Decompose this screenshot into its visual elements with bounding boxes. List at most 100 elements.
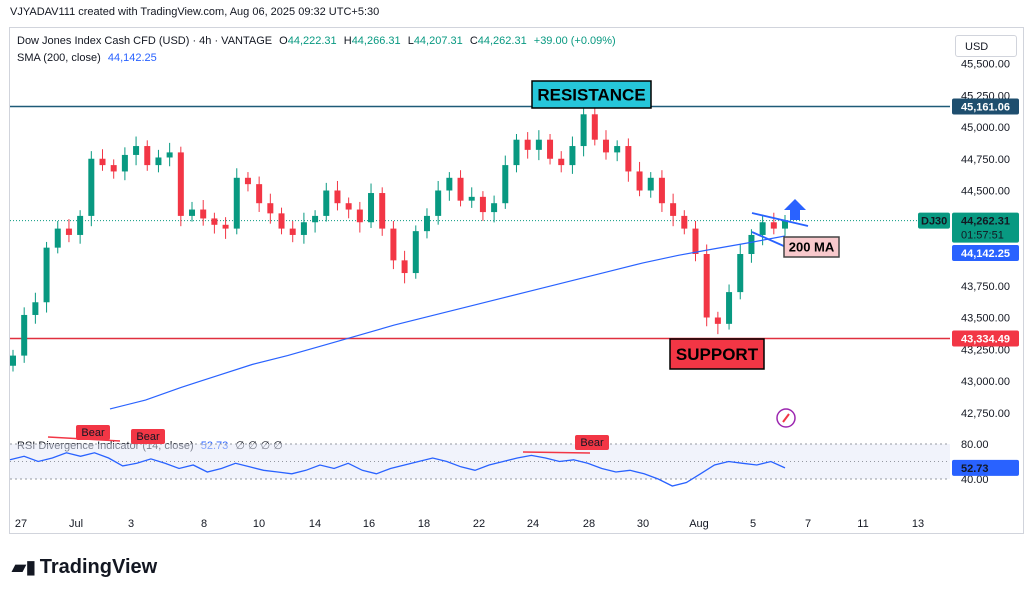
candle-body [121, 154, 128, 172]
candle-body [334, 190, 341, 204]
candle-body [759, 222, 766, 235]
support-annotation-box [669, 338, 765, 370]
candle-body [412, 231, 419, 274]
candle-body [479, 196, 486, 213]
last-price-tag-bg [952, 212, 1019, 243]
candle-body [614, 146, 621, 153]
candle-body [602, 139, 609, 153]
tv-logo-icon: ▰▮ [12, 557, 36, 577]
bear-label: Bear [81, 427, 105, 439]
x-tick-label: 16 [363, 518, 375, 530]
credit-line: VJYADAV111 created with TradingView.com,… [10, 6, 380, 18]
candle-body [782, 220, 788, 229]
candle-body [379, 193, 386, 229]
chart-frame [9, 27, 1024, 534]
x-tick-label: 18 [418, 518, 430, 530]
candle-body [502, 165, 509, 204]
candle-body [770, 222, 777, 229]
candle-body [166, 152, 173, 158]
candle-body [32, 302, 39, 315]
candle-body [457, 177, 464, 201]
candle-body [300, 222, 307, 235]
candle-body [211, 218, 218, 225]
resistance-annotation-box [531, 80, 652, 109]
candle-body [312, 215, 319, 223]
ma-annotation-box [783, 236, 840, 258]
alert-icon-mark [782, 413, 790, 423]
rsi-line [9, 452, 786, 487]
candle-body [43, 247, 50, 303]
resistance-price-tag-bg [952, 98, 1019, 115]
candle-body [524, 139, 531, 150]
candle-body [244, 177, 251, 185]
candle-body [513, 139, 520, 166]
support-price-tag-bg [952, 330, 1019, 347]
flag-lower-line [751, 231, 787, 248]
candle-body [692, 228, 699, 254]
y-tick-label: 44,500.00 [961, 186, 1010, 198]
ma-annotation-label: 200 MA [789, 240, 835, 255]
candle-body [714, 317, 721, 324]
candle-body [435, 190, 442, 216]
high-label: H [343, 35, 352, 47]
candle-body [647, 177, 654, 191]
x-tick-label: 13 [912, 518, 924, 530]
candle-body [345, 203, 352, 210]
candle-body [658, 177, 665, 204]
candle-body [591, 114, 598, 140]
countdown-tag: 01:57:51 [961, 230, 1004, 242]
candle-body [65, 228, 72, 235]
x-tick-label: 10 [253, 518, 265, 530]
candle-body [356, 209, 363, 223]
candle-body [670, 203, 677, 216]
candle-body [88, 158, 95, 216]
candle-body [558, 158, 565, 166]
logo-text: TradingView [39, 556, 158, 578]
support-annotation-label: SUPPORT [676, 345, 759, 364]
x-tick-label: 11 [857, 518, 868, 530]
candle-body [54, 228, 61, 248]
candle-body [569, 146, 576, 166]
x-tick-label: 22 [473, 518, 485, 530]
sma200-line [109, 235, 786, 410]
candle-body [423, 215, 430, 232]
candle-body [21, 314, 28, 356]
y-tick-label: 42,750.00 [961, 408, 1010, 420]
candle-body [636, 171, 643, 191]
sma-price-tag-bg [952, 245, 1019, 261]
candle-body [703, 254, 710, 318]
bear-label: Bear [580, 437, 604, 449]
flag-upper-line [751, 212, 809, 227]
legend-line-main[interactable]: Dow Jones Index Cash CFD (USD) · 4h · VA… [17, 35, 616, 47]
candle-body [491, 203, 498, 213]
candle-body [233, 177, 240, 229]
bear-label-bg [131, 429, 165, 444]
currency-selector[interactable]: USD [955, 35, 1017, 57]
y-tick-label: 44,750.00 [961, 154, 1010, 166]
low-value: 44,207.31 [413, 35, 463, 47]
legend-line-sma[interactable]: SMA (200, close) 44,142.25 [17, 52, 157, 64]
candle-body [446, 177, 453, 191]
breakout-arrow-icon [784, 199, 806, 220]
candle-body [10, 355, 16, 366]
candle-body [368, 193, 375, 223]
sma-value: 44,142.25 [107, 52, 157, 64]
rsi-value-tag: 52.73 [961, 463, 989, 475]
candle-body [580, 114, 587, 147]
candle-body [99, 158, 106, 166]
resistance-price-tag: 45,161.06 [961, 102, 1010, 114]
symbol-tag: DJ30 [921, 216, 947, 228]
instrument-label: Dow Jones Index Cash CFD (USD) · 4h · VA… [17, 35, 273, 47]
candle-body [200, 209, 207, 219]
support-price-tag: 43,334.49 [961, 334, 1010, 346]
candle-body [748, 234, 755, 254]
rsi-band [10, 444, 950, 479]
close-label: C [469, 35, 478, 47]
high-value: 44,266.31 [351, 35, 401, 47]
open-value: 44,222.31 [287, 35, 337, 47]
candle-body [77, 215, 84, 235]
symbol-tag-bg [918, 212, 950, 229]
candle-body [547, 139, 554, 159]
candle-body [289, 228, 296, 235]
